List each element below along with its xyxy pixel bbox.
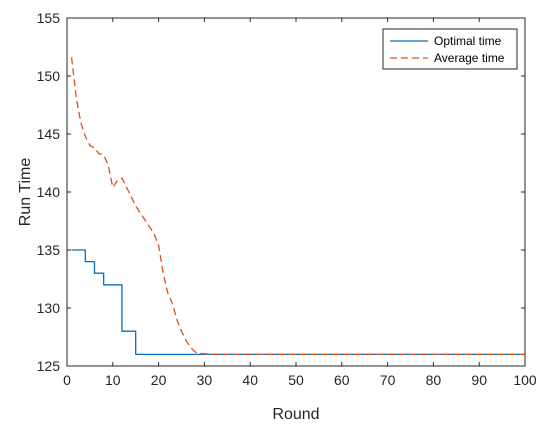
y-tick-label: 140	[37, 184, 61, 200]
x-tick-label: 20	[151, 372, 167, 388]
series-line-optimal-time	[71, 249, 525, 356]
y-tick-label: 145	[37, 126, 61, 142]
x-tick-label: 90	[471, 372, 487, 388]
y-tick-label: 135	[37, 242, 61, 258]
legend-box	[382, 28, 518, 70]
legend-label-optimal-time: Optimal time	[434, 34, 502, 48]
legend-label-average-time: Average time	[434, 51, 505, 65]
y-tick-label: 130	[37, 300, 61, 316]
series-line-average-time	[70, 57, 525, 356]
y-tick-label: 125	[37, 358, 61, 374]
y-axis-ticks: 125 130 135 140 145 150 155	[37, 10, 525, 374]
x-tick-label: 80	[426, 372, 442, 388]
x-tick-label: 100	[513, 372, 537, 388]
legend: Optimal time Average time	[382, 28, 518, 70]
x-tick-label: 50	[288, 372, 304, 388]
x-tick-label: 30	[197, 372, 213, 388]
series-layer	[70, 57, 525, 356]
x-tick-label: 0	[63, 372, 71, 388]
x-tick-label: 40	[242, 372, 258, 388]
x-axis-ticks: 0 10 20 30 40 50 60 70 80 90 100	[63, 18, 537, 388]
x-tick-label: 60	[334, 372, 350, 388]
plot-area	[67, 18, 525, 366]
x-tick-label: 10	[105, 372, 121, 388]
x-tick-label: 70	[380, 372, 396, 388]
y-axis-label: Run Time	[17, 158, 34, 227]
y-tick-label: 150	[37, 68, 61, 84]
y-tick-label: 155	[37, 10, 61, 26]
x-axis-label: Round	[272, 406, 319, 423]
